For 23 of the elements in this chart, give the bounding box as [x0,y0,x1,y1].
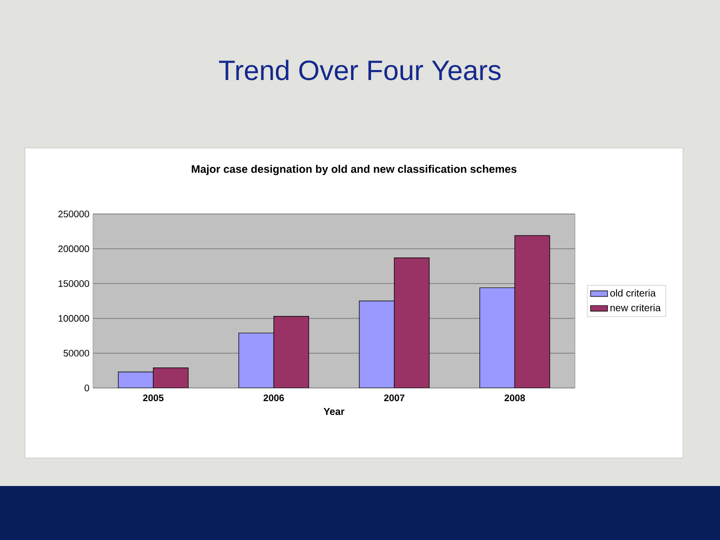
x-tick-label: 2006 [264,394,284,402]
x-axis-title: Year [324,408,344,415]
legend-label: old criteria [610,289,656,297]
y-tick-label: 0 [84,384,90,392]
y-tick-label: 200000 [58,245,90,252]
chart-title: Trend Over Four Years [219,60,501,80]
y-tick-label: 100000 [58,315,90,322]
bar [394,258,430,388]
bar [273,316,310,388]
x-tick-label: 2005 [143,394,164,402]
y-tick-label: 250000 [58,210,90,218]
bar [514,235,550,388]
bar [238,332,274,388]
bar [118,372,154,388]
y-tick-label: 150000 [58,280,90,287]
bar [479,287,516,388]
y-tick-label: 50000 [64,350,90,357]
bar [152,368,189,388]
x-tick-label: 2008 [504,394,525,402]
legend-label: new criteria [610,304,661,312]
x-tick-label: 2007 [384,394,404,402]
bar [358,300,395,388]
chart-subtitle: Major case designation by old and new classification schemes [192,164,516,176]
